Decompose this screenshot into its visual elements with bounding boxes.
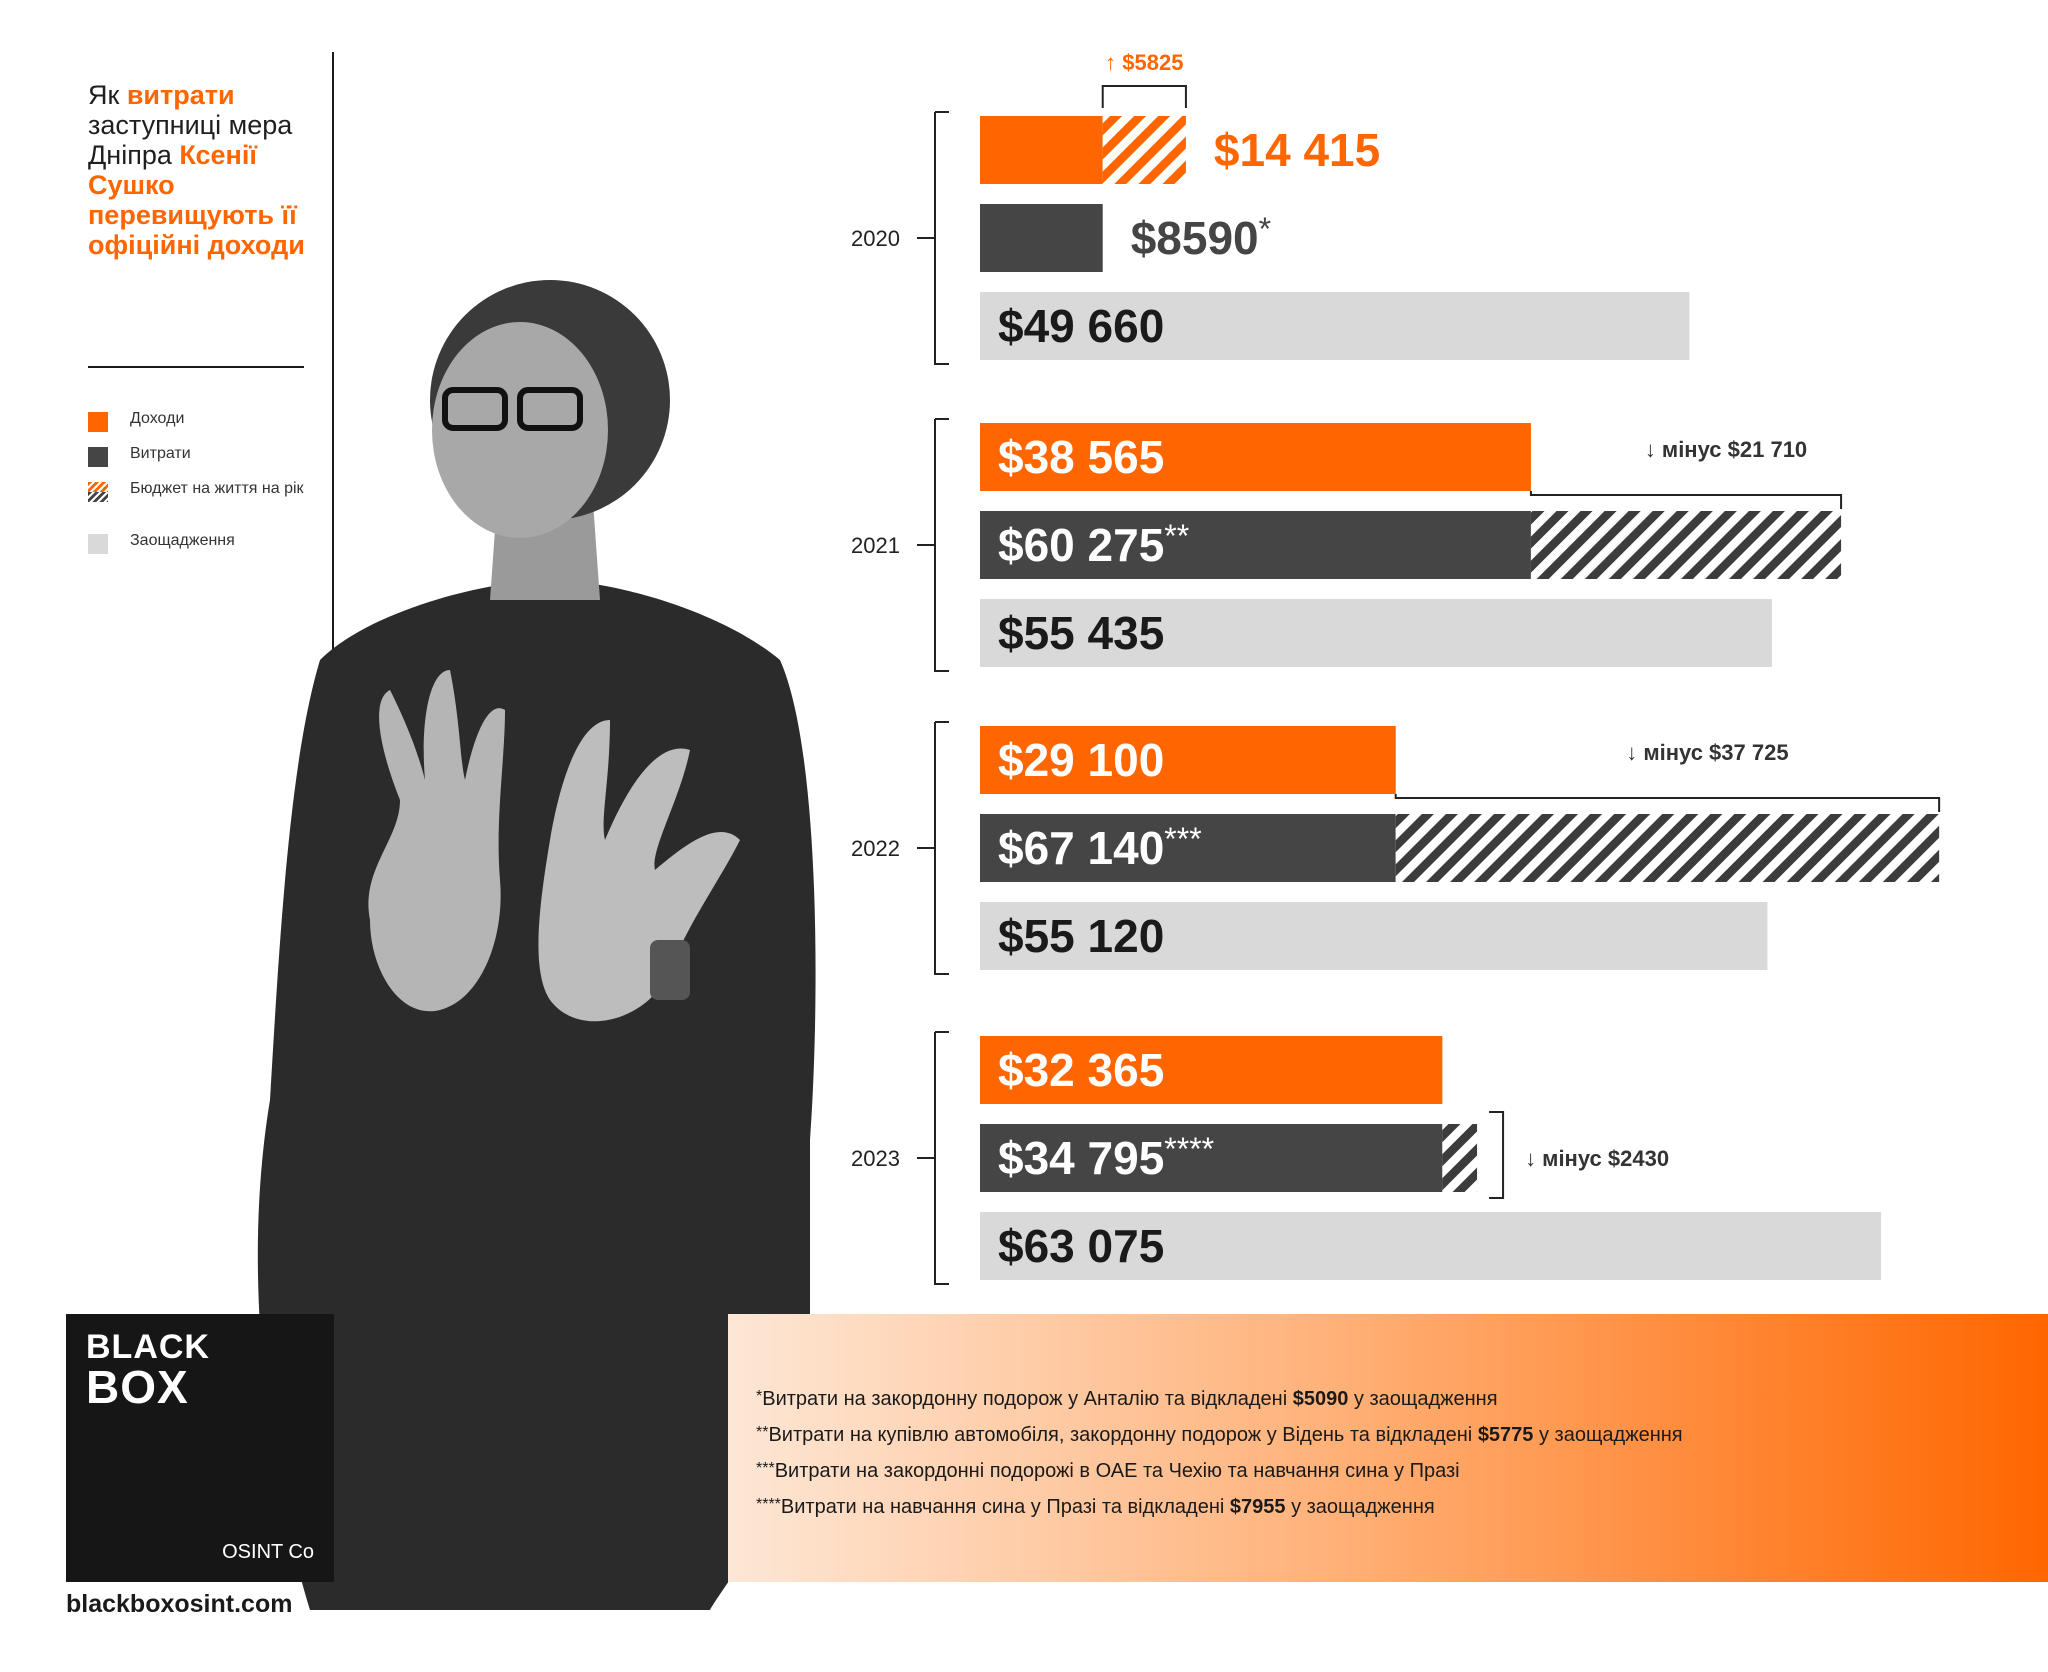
budget-hatch-bar [1395,814,1940,882]
income-value-label: $32 365 [998,1044,1164,1096]
legend-swatch-savings [88,534,108,554]
year-label: 2022 [851,836,900,861]
black-box-logo: BLACK BOX OSINT Co [66,1314,334,1582]
year-bracket [917,1031,949,1285]
footnote-band [728,1314,2048,1582]
difference-label: ↓ мінус $2430 [1525,1146,1669,1171]
savings-value-label: $63 075 [998,1220,1164,1272]
savings-bar [980,1212,1882,1280]
budget-hatch-bar [1530,511,1842,579]
difference-bracket [1101,85,1187,108]
logo-subtitle: OSINT Co [222,1541,314,1563]
income-value-label: $38 565 [998,431,1164,483]
footnote-text: у заощадження [1348,1388,1498,1410]
difference-bracket [1394,794,1941,812]
savings-bar [980,292,1690,360]
title-part-1: Як [88,80,127,110]
footnote-3: ***Витрати на закордонні подорожі в ОАЕ … [756,1452,2026,1488]
footnote-mark: ** [756,1424,769,1441]
difference-bracket [1529,491,1843,509]
footnote-2: **Витрати на купівлю автомобіля, закордо… [756,1416,2026,1452]
chart-plot-area: 2020 $14 415 $8590* $49 660 ↑ $5825 2021 $38 5… [851,50,1941,1285]
footnote-text: Витрати на купівлю автомобіля, закордонн… [768,1424,1478,1446]
income-bar [980,116,1103,184]
footnote-amount: $7955 [1229,1496,1286,1518]
glasses-right [517,387,583,431]
title-highlight-2: Ксенії Сушко перевищують її офіційні дох… [88,140,305,260]
legend-label: Доходи [130,410,185,427]
income-value-label: $29 100 [998,734,1164,786]
year-label: 2023 [851,1146,900,1171]
footnote-text: Витрати на закордонні подорожі в ОАЕ та … [774,1460,1460,1482]
logo-line-2: BOX [86,1361,189,1413]
legend-swatch-expense [88,447,108,467]
footnote-mark: ** [1164,518,1189,554]
year-bracket [917,111,949,365]
footnote-mark: **** [756,1496,781,1513]
footnote-mark: *** [756,1460,775,1477]
year-label: 2021 [851,533,900,558]
income-value-label: $14 415 [1214,124,1380,176]
difference-label: ↑ $5825 [1105,50,1183,75]
person-photo [257,280,816,1610]
footnote-text: Витрати на закордонну подорож у Анталію … [762,1388,1293,1410]
budget-hatch-bar [1102,116,1186,184]
bar-chart: 2020 $14 415 $8590* $49 660 ↑ $5825 2021 $38 5… [851,50,1941,1285]
expense-value-label: $67 140*** [998,821,1202,874]
glasses-left [442,387,508,431]
site-url: blackboxosint.com [66,1590,293,1618]
footnotes: *Витрати на закордонну подорож у Анталію… [756,1380,2026,1524]
footnote-text: у заощадження [1285,1496,1435,1518]
savings-bar [980,599,1772,667]
footnote-text: у заощадження [1533,1424,1683,1446]
expense-value-label: $8590* [1131,211,1271,264]
expense-bar [980,814,1396,882]
footnote-mark: **** [1164,1131,1214,1167]
watch [650,940,690,1000]
footnote-amount: $5775 [1477,1424,1534,1446]
year-bracket [917,721,949,975]
title-part-2: заступниці мера Дніпра [88,110,293,170]
footnote-1: *Витрати на закордонну подорож у Анталію… [756,1380,2026,1416]
legend-label: Витрати [130,445,191,462]
footnote-4: ****Витрати на навчання сина у Празі та … [756,1488,2026,1524]
expense-bar [980,204,1103,272]
logo-line-1: BLACK [86,1328,210,1366]
expense-bar [980,1124,1443,1192]
legend-swatch-budget [88,482,108,502]
savings-value-label: $55 435 [998,607,1164,659]
footnote-mark: * [1259,211,1271,247]
difference-bracket [1489,1111,1505,1199]
title-divider [88,366,304,368]
year-label: 2020 [851,226,900,251]
page-title: Як витрати заступниці мера Дніпра Ксенії… [88,80,328,260]
footnote-text: Витрати на навчання сина у Празі та відк… [780,1496,1230,1518]
savings-value-label: $55 120 [998,910,1164,962]
footnote-mark: *** [1164,821,1201,857]
savings-value-label: $49 660 [998,300,1164,352]
footnote-amount: $5090 [1292,1388,1349,1410]
savings-bar [980,902,1768,970]
legend-label: Бюджет на життя на рік [130,480,304,497]
expense-value-label: $60 275** [998,518,1189,571]
difference-label: ↓ мінус $37 725 [1626,740,1788,765]
year-bracket [917,418,949,672]
income-bar [980,423,1531,491]
left-hand [368,670,505,1012]
income-bar [980,726,1396,794]
legend-label: Заощадження [130,532,235,549]
budget-hatch-bar [1442,1124,1478,1192]
footnote-mark: * [756,1388,763,1405]
difference-label: ↓ мінус $21 710 [1645,437,1807,462]
expense-bar [980,511,1531,579]
legend-swatch-income [88,412,108,432]
right-hand [538,720,740,1022]
income-bar [980,1036,1443,1104]
title-highlight-1: витрати [126,80,235,110]
face-shape [432,322,608,538]
